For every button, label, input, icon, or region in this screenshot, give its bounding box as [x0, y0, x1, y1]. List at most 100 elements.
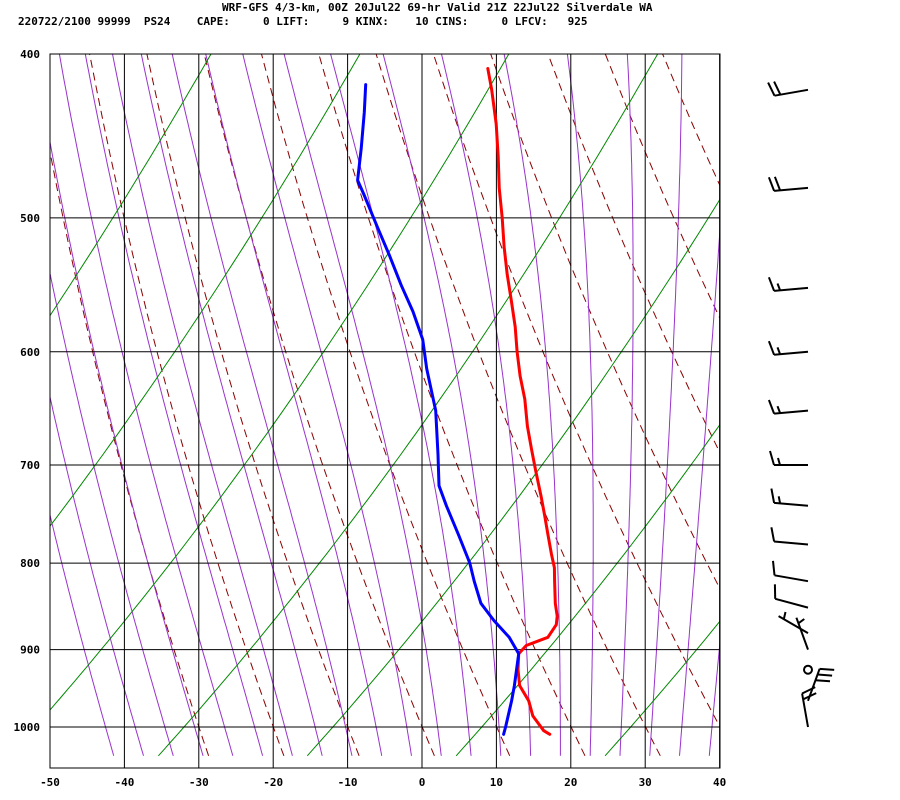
- y-tick-label: 1000: [14, 721, 41, 734]
- dry-adiabat-line: [719, 54, 720, 56]
- chart-title: WRF-GFS 4/3-km, 00Z 20Jul22 69-hr Valid …: [222, 1, 653, 14]
- wind-barb: [795, 617, 809, 650]
- dry-adiabat-line: [760, 16, 900, 756]
- wind-barb: [778, 611, 809, 634]
- barb-half-flag: [776, 283, 782, 291]
- moist-adiabat-line: [330, 54, 472, 756]
- wind-barb: [772, 560, 809, 583]
- mixing-ratio-line: [50, 54, 510, 711]
- dry-adiabat-line: [260, 54, 511, 757]
- y-tick-label: 500: [20, 212, 40, 225]
- chart-header: WRF-GFS 4/3-km, 00Z 20Jul22 69-hr Valid …: [0, 0, 900, 34]
- moist-adiabat-line: [84, 54, 264, 756]
- barb-half-flag: [782, 611, 787, 620]
- barb-shaft: [774, 597, 809, 609]
- mixing-ratio-line: [50, 54, 361, 527]
- x-tick-label: 40: [713, 776, 726, 789]
- barb-flag: [817, 673, 833, 677]
- moist-adiabat-line: [205, 54, 383, 756]
- dry-adiabat-line: [318, 54, 586, 757]
- background-lines: [50, 16, 900, 757]
- x-tick-label: -30: [189, 776, 209, 789]
- moist-adiabat-line: [171, 54, 353, 756]
- moist-adiabat-line: [50, 270, 174, 756]
- barb-shaft: [774, 540, 809, 546]
- barb-flag: [770, 488, 776, 504]
- sounding-traces: [356, 67, 559, 736]
- mixing-ratio-line: [306, 198, 720, 757]
- x-tick-label: 30: [639, 776, 652, 789]
- dry-adiabat-line: [817, 16, 900, 756]
- barb-flag: [767, 176, 776, 192]
- x-tick-label: 20: [564, 776, 577, 789]
- barb-flag: [773, 81, 782, 96]
- wind-barb: [767, 276, 809, 292]
- wind-barb: [767, 176, 809, 192]
- moist-adiabat-line: [679, 222, 720, 756]
- wind-barb: [767, 340, 809, 356]
- dry-adiabat-line: [50, 149, 210, 756]
- barb-flag: [772, 560, 776, 576]
- x-tick-label: 0: [419, 776, 426, 789]
- moist-adiabat-line: [503, 54, 561, 756]
- barb-flag: [773, 176, 782, 191]
- y-tick-label: 400: [20, 48, 40, 61]
- barb-flag: [769, 450, 775, 466]
- moist-adiabat-line: [708, 636, 720, 756]
- barb-flag: [770, 527, 776, 542]
- barb-flag: [815, 679, 831, 683]
- dry-adiabat-line: [873, 16, 900, 756]
- dry-adiabat-line: [89, 54, 285, 756]
- barb-half-flag: [777, 457, 781, 466]
- mixing-ratio-line: [158, 54, 659, 757]
- dry-adiabat-line: [432, 54, 720, 729]
- barb-shaft: [774, 574, 809, 583]
- y-tick-label: 700: [20, 459, 40, 472]
- moist-adiabat-line: [440, 54, 532, 756]
- wind-barb: [803, 664, 813, 675]
- y-tick-label: 600: [20, 346, 40, 359]
- mixing-ratio-line: [455, 423, 720, 757]
- barb-flag: [767, 276, 776, 292]
- barb-half-flag: [797, 618, 805, 625]
- calm-circle: [803, 664, 813, 675]
- wind-barbs: [767, 81, 835, 728]
- barb-flag: [767, 82, 776, 97]
- plot-frame: [49, 53, 721, 769]
- barb-half-flag: [777, 496, 782, 504]
- sounding-indices: 220722/2100 99999 PS24 CAPE: 0 LIFT: 9 K…: [18, 15, 588, 28]
- dry-adiabat-line: [604, 54, 720, 320]
- x-tick-label: -50: [40, 776, 60, 789]
- wind-barb: [770, 527, 809, 546]
- moist-adiabat-line: [50, 394, 144, 756]
- x-tick-label: 10: [490, 776, 503, 789]
- wind-barb: [801, 686, 817, 728]
- moist-adiabat-line: [50, 139, 204, 756]
- moist-adiabat-line: [283, 54, 442, 756]
- x-tick-label: -10: [338, 776, 358, 789]
- moist-adiabat-line: [140, 54, 323, 756]
- barb-half-flag: [776, 347, 782, 355]
- dry-adiabat-line: [662, 54, 720, 187]
- moist-adiabat-line: [50, 512, 115, 756]
- moist-adiabat-line: [619, 54, 634, 756]
- moist-adiabat-line: [566, 54, 594, 756]
- wind-barb: [769, 450, 808, 466]
- barb-flag: [767, 399, 776, 414]
- mixing-ratio-line: [50, 54, 212, 317]
- dewpoint-line: [356, 83, 521, 736]
- temperature-line: [486, 67, 559, 736]
- dry-adiabat-line: [375, 54, 661, 757]
- moist-adiabat-line: [649, 54, 683, 756]
- moist-adiabat-line: [242, 54, 412, 756]
- x-tick-label: -40: [114, 776, 134, 789]
- mixing-ratio-line: [604, 620, 720, 757]
- moist-adiabat-line: [58, 54, 234, 756]
- y-tick-label: 800: [20, 557, 40, 570]
- barb-flag: [819, 667, 835, 671]
- wind-barb: [767, 399, 809, 415]
- dry-adiabat-line: [490, 54, 720, 591]
- moist-adiabat-line: [382, 54, 502, 756]
- dry-adiabat-line: [547, 54, 720, 455]
